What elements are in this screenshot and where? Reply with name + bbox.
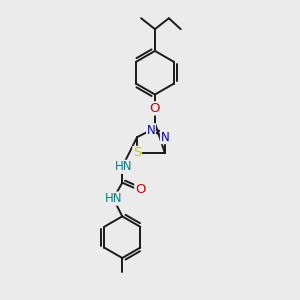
Text: HN: HN — [115, 160, 132, 173]
Text: O: O — [135, 183, 145, 196]
Text: N: N — [147, 124, 155, 137]
Text: HN: HN — [105, 192, 122, 205]
Text: N: N — [160, 130, 169, 144]
Text: S: S — [133, 146, 141, 160]
Text: O: O — [150, 102, 160, 115]
